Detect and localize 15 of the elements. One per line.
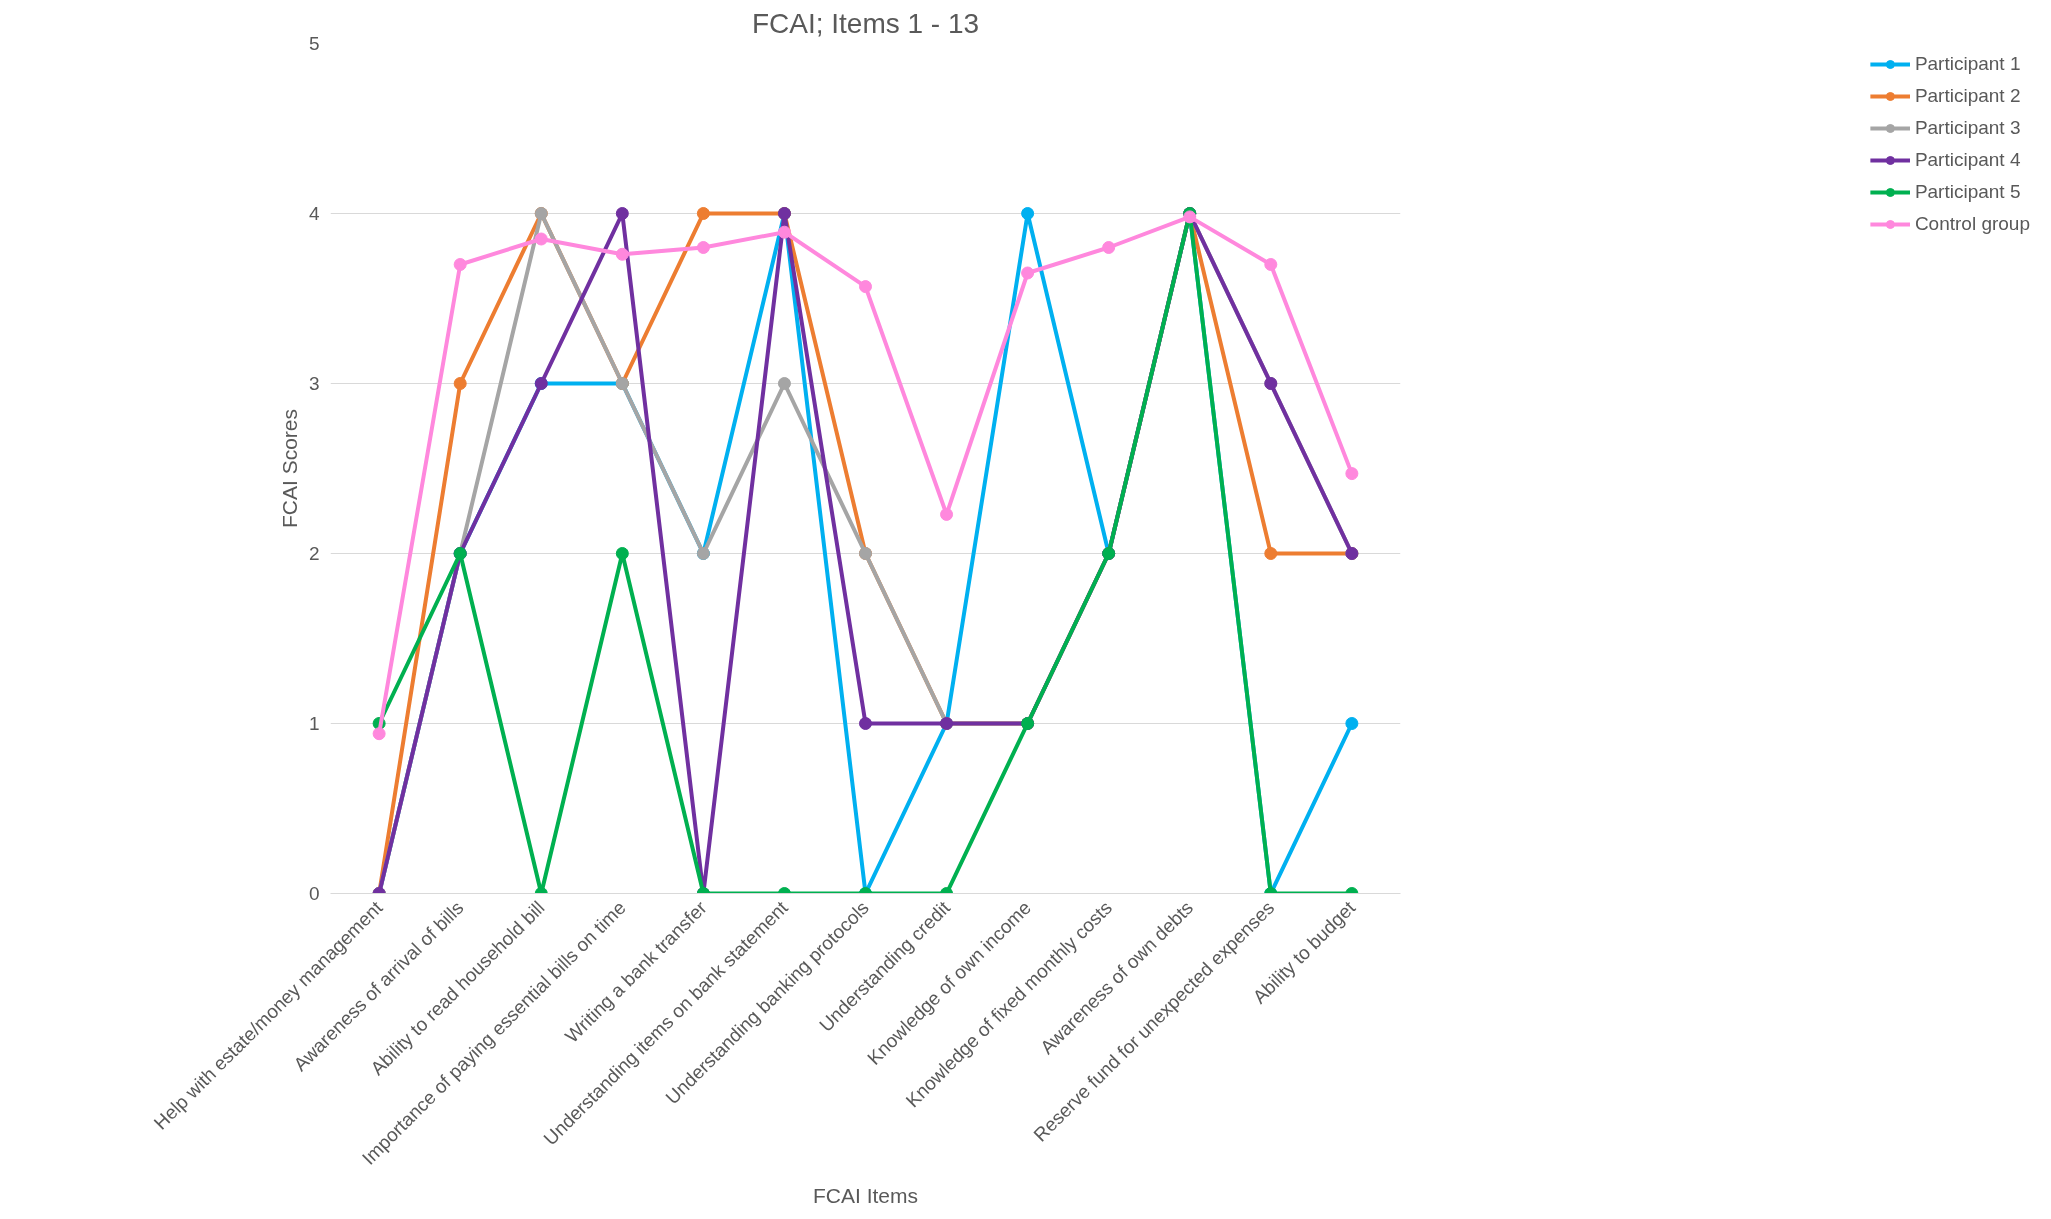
- legend-label: Participant 2: [1914, 85, 2021, 107]
- y-tick-label: 0: [308, 883, 320, 904]
- y-axis-title: FCAI Scores: [277, 408, 301, 529]
- y-tick-label: 1: [308, 713, 320, 734]
- chart-title: FCAI; Items 1 - 13: [751, 7, 980, 39]
- y-tick-label: 4: [308, 203, 320, 224]
- legend-label: Participant 3: [1914, 117, 2021, 139]
- legend-label: Control group: [1914, 213, 2030, 235]
- y-tick-label: 3: [308, 373, 320, 394]
- y-tick-label: 2: [308, 543, 320, 564]
- x-axis-title: FCAI Items: [812, 1184, 919, 1208]
- legend-label: Participant 5: [1914, 181, 2021, 203]
- legend-label: Participant 4: [1914, 149, 2021, 171]
- legend-label: Participant 1: [1914, 53, 2021, 75]
- y-tick-label: 5: [308, 33, 320, 54]
